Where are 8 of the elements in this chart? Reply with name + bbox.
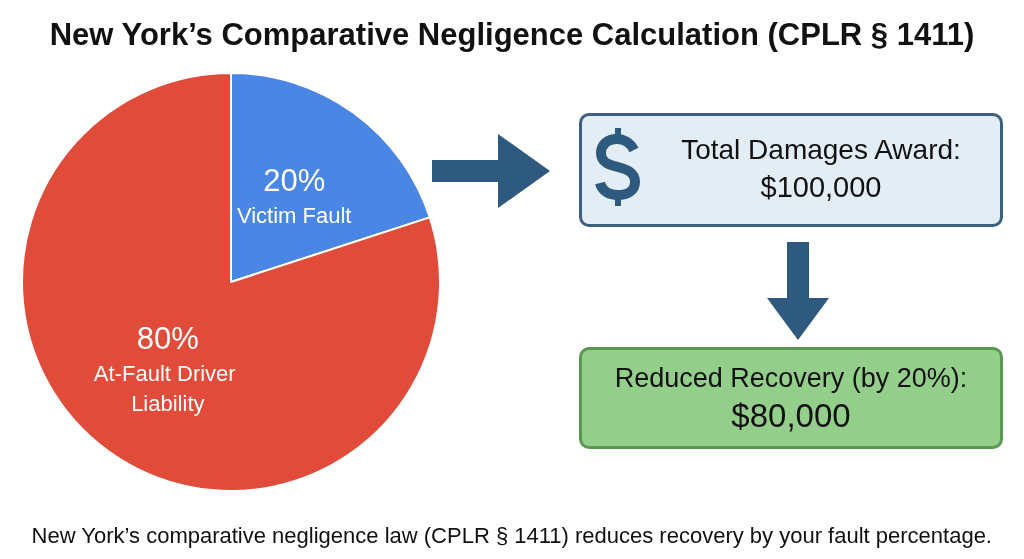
- text: New York’s Comparative Negligence Calculation (CPLR § 1411): [49, 17, 975, 52]
- slice-label: Victim Fault: [236, 202, 352, 228]
- callout-box: Reduced Recovery (by 20%): $80,000: [579, 347, 1003, 449]
- slice-label: At-Fault Driver Liability: [93, 361, 242, 417]
- data-label: 80%: [136, 321, 199, 357]
- data-label: 20%: [263, 162, 326, 198]
- text: New York’s comparative negligence law (CPLR § 1411) reduces recovery by your fault percentage.: [31, 522, 992, 548]
- callout-box: Total Damages Award: $100,000: [579, 113, 1003, 227]
